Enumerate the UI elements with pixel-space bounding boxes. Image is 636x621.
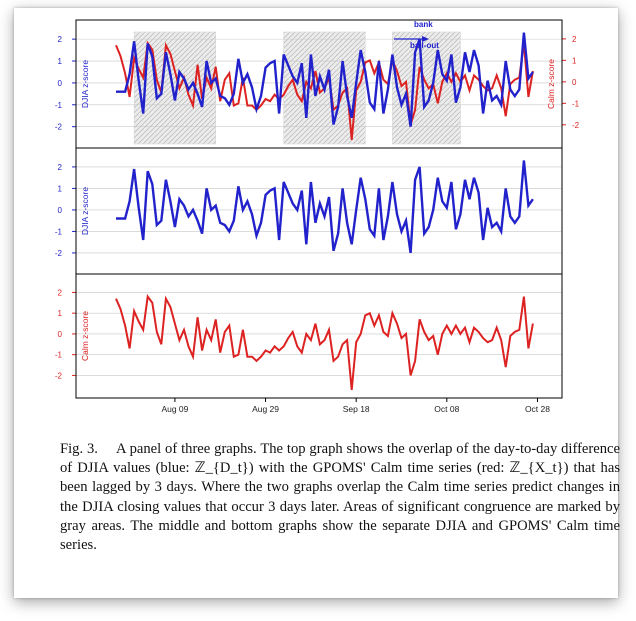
y-tick-label: -2 bbox=[55, 123, 63, 132]
annotation-bank: bank bbox=[414, 20, 433, 29]
y2-tick-label: -1 bbox=[572, 99, 580, 108]
middle-panel: -2 -1 0 1 2 DJIA z-score bbox=[55, 147, 563, 275]
bottom-panel: -2 -1 0 1 2 Calm z-score Aug 09 Aug 29 Sep 18 Oct… bbox=[55, 273, 563, 414]
panel-frame bbox=[75, 273, 563, 399]
djia-series-line bbox=[116, 160, 534, 254]
shaded-region bbox=[392, 31, 461, 145]
x-tick-label: Sep 18 bbox=[343, 404, 370, 414]
y-tick-label: 0 bbox=[58, 206, 63, 215]
x-tick-label: Aug 29 bbox=[252, 404, 279, 414]
djia-series-line bbox=[116, 32, 534, 127]
annotation-arrowhead bbox=[422, 36, 429, 42]
caption-label: Fig. 3. bbox=[60, 441, 98, 457]
x-tick-label: Oct 28 bbox=[525, 404, 550, 414]
y-tick-label: 1 bbox=[58, 57, 63, 66]
x-tick-label: Oct 08 bbox=[434, 404, 459, 414]
y-tick-label: -2 bbox=[55, 371, 63, 380]
y-axis-label: DJIA z-score bbox=[80, 187, 90, 235]
y-tick-label: 2 bbox=[58, 288, 63, 297]
y2-axis-label: Calm z-score bbox=[546, 59, 556, 109]
y-tick-label: -2 bbox=[55, 249, 63, 258]
y-tick-label: 1 bbox=[58, 184, 63, 193]
x-tick-label: Aug 09 bbox=[161, 404, 188, 414]
figure-panels: -2 -1 0 1 2 -2 -1 0 1 2 DJIA z-score Calm z-score ba… bbox=[55, 19, 580, 414]
y-axis-label: Calm z-score bbox=[80, 311, 90, 361]
y-tick-label: 0 bbox=[58, 330, 63, 339]
y-tick-label: -1 bbox=[55, 227, 63, 236]
top-panel: -2 -1 0 1 2 -2 -1 0 1 2 DJIA z-score Calm z-score ba… bbox=[55, 19, 580, 149]
figure-caption: Fig. 3. A panel of three graphs. The top … bbox=[60, 440, 620, 555]
y-tick-label: 2 bbox=[58, 35, 63, 44]
y2-tick-label: -2 bbox=[572, 121, 580, 130]
y-tick-label: -1 bbox=[55, 101, 63, 110]
y2-tick-label: 2 bbox=[572, 35, 577, 44]
y-tick-label: 1 bbox=[58, 309, 63, 318]
y-tick-label: 2 bbox=[58, 163, 63, 172]
y2-tick-label: 0 bbox=[572, 78, 577, 87]
caption-text: A panel of three graphs. The top graph s… bbox=[60, 441, 620, 554]
y-tick-label: -1 bbox=[55, 351, 63, 360]
y-axis-label: DJIA z-score bbox=[80, 60, 90, 108]
y-tick-label: 0 bbox=[58, 79, 63, 88]
annotation-bailout: bail-out bbox=[410, 41, 439, 50]
y2-tick-label: 1 bbox=[572, 56, 577, 65]
calm-series-line bbox=[115, 294, 534, 390]
figure-card: -2 -1 0 1 2 -2 -1 0 1 2 DJIA z-score Calm z-score ba… bbox=[14, 8, 620, 598]
